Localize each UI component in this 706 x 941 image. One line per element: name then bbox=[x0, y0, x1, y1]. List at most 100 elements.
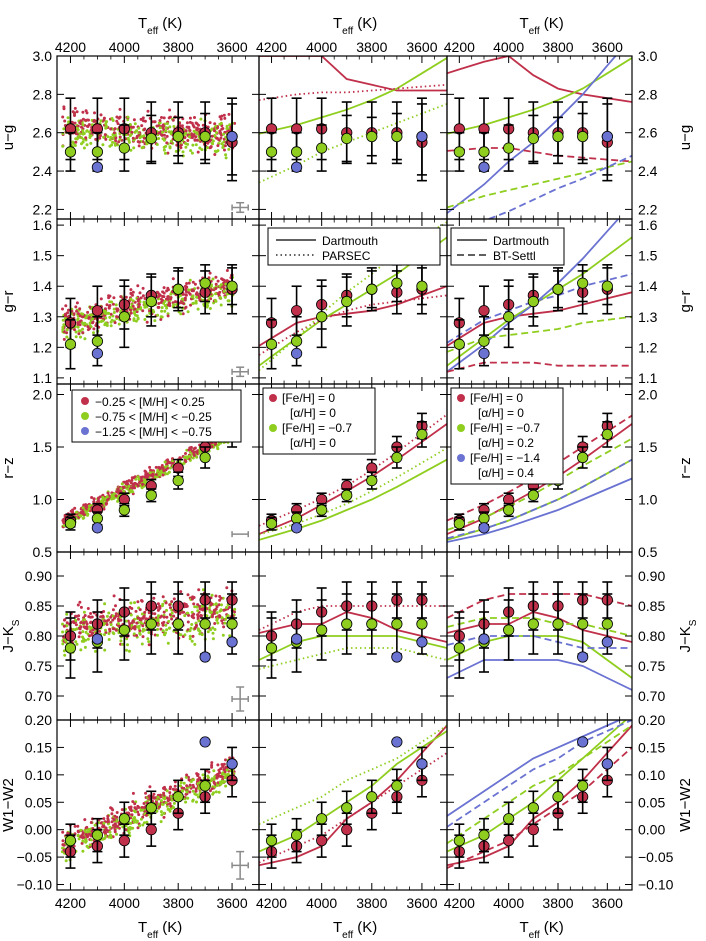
cloud-point bbox=[179, 312, 183, 316]
cloud-point bbox=[206, 146, 209, 150]
cloud-point bbox=[206, 141, 210, 145]
bin-point-mid bbox=[199, 277, 211, 289]
bin-point-poor bbox=[290, 347, 303, 360]
cloud-point bbox=[63, 618, 67, 622]
cloud-point bbox=[198, 146, 202, 150]
cloud-point bbox=[88, 130, 91, 134]
cloud-point bbox=[98, 134, 102, 138]
cloud-point bbox=[137, 813, 141, 817]
cloud-point bbox=[66, 311, 69, 315]
cloud-point bbox=[65, 328, 69, 332]
bin-point-mid bbox=[366, 618, 378, 630]
x-tick-label-top: 3800 bbox=[163, 39, 194, 55]
cloud-point bbox=[156, 633, 159, 637]
x-axis-label-unit: (K) bbox=[158, 919, 182, 936]
cloud-point bbox=[162, 286, 166, 290]
cloud-point bbox=[102, 135, 106, 139]
cloud-point bbox=[122, 486, 126, 489]
cloud-point bbox=[214, 275, 218, 279]
cloud-point bbox=[181, 312, 185, 316]
cloud-point bbox=[213, 129, 216, 133]
cloud-point bbox=[184, 142, 188, 145]
bin-point-mid bbox=[552, 618, 564, 630]
cloud-point bbox=[141, 635, 145, 639]
cloud-point bbox=[129, 148, 133, 152]
cloud-point bbox=[172, 614, 176, 618]
cloud-point bbox=[82, 610, 86, 614]
x-axis-label-unit: (K) bbox=[353, 919, 377, 936]
cloud-point bbox=[131, 136, 135, 140]
cloud-point bbox=[101, 615, 105, 619]
bin-point-mid bbox=[478, 512, 490, 525]
cloud-point bbox=[155, 143, 159, 146]
cloud-point bbox=[179, 590, 183, 594]
cloud-point bbox=[137, 305, 140, 309]
cloud-point bbox=[162, 301, 166, 305]
cloud-point bbox=[209, 145, 213, 149]
cloud-point bbox=[160, 604, 164, 608]
cloud-point bbox=[136, 484, 140, 487]
cloud-point bbox=[222, 113, 226, 117]
cloud-point bbox=[133, 311, 136, 315]
cloud-point bbox=[145, 142, 149, 146]
cloud-point bbox=[92, 497, 96, 501]
cloud-point bbox=[80, 136, 84, 140]
bin-point-mid bbox=[453, 146, 465, 158]
cloud-point bbox=[103, 309, 107, 313]
cloud-point bbox=[158, 467, 162, 471]
cloud-point bbox=[84, 839, 88, 843]
cloud-point bbox=[61, 642, 65, 646]
cloud-point bbox=[219, 117, 223, 121]
cloud-point bbox=[218, 295, 222, 299]
cloud-point bbox=[196, 613, 200, 617]
cloud-point bbox=[222, 289, 226, 293]
y-axis-label: g−r bbox=[0, 290, 17, 312]
y-tick-label: 2.8 bbox=[33, 86, 53, 102]
cloud-point bbox=[107, 306, 111, 310]
cloud-point bbox=[93, 823, 97, 827]
cloud-point bbox=[218, 614, 221, 618]
cloud-point bbox=[92, 331, 95, 335]
cloud-point bbox=[129, 288, 133, 292]
cloud-point bbox=[116, 622, 120, 625]
cloud-point bbox=[139, 475, 143, 479]
cloud-point bbox=[223, 144, 227, 148]
cloud-point bbox=[165, 134, 169, 138]
cloud-point bbox=[130, 809, 133, 813]
x-tick-label-bottom: 3600 bbox=[406, 895, 437, 911]
cloud-point bbox=[210, 763, 214, 767]
bin-point-mid bbox=[527, 489, 539, 501]
cloud-point bbox=[208, 271, 212, 275]
cloud-point bbox=[78, 323, 82, 327]
cloud-point bbox=[210, 777, 214, 781]
cloud-point bbox=[107, 632, 111, 635]
cloud-point bbox=[104, 834, 108, 838]
cloud-point bbox=[144, 475, 147, 479]
cloud-point bbox=[193, 627, 197, 630]
y-tick-label: 0.90 bbox=[25, 568, 52, 584]
cloud-point bbox=[89, 821, 93, 824]
cloud-point bbox=[76, 325, 80, 329]
bin-point-mid bbox=[527, 132, 539, 145]
cloud-point bbox=[194, 789, 198, 793]
cloud-point bbox=[199, 614, 202, 618]
cloud-point bbox=[213, 122, 217, 126]
bin-point-mid bbox=[265, 518, 278, 530]
cloud-point bbox=[78, 320, 82, 323]
cloud-point bbox=[179, 784, 182, 788]
cloud-point bbox=[79, 621, 83, 625]
y-tick-label: 1.3 bbox=[638, 309, 658, 325]
cloud-point bbox=[167, 116, 171, 120]
cloud-point bbox=[220, 277, 224, 281]
cloud-point bbox=[162, 116, 166, 120]
cloud-point bbox=[74, 305, 78, 309]
cloud-point bbox=[218, 131, 222, 135]
cloud-point bbox=[165, 462, 169, 466]
cloud-point bbox=[195, 793, 198, 797]
cloud-point bbox=[115, 119, 119, 123]
cloud-point bbox=[196, 627, 200, 631]
bin-point-mid bbox=[577, 451, 589, 464]
bin-point-poor bbox=[478, 633, 490, 645]
y-axis-label-right: g−r bbox=[677, 290, 694, 312]
cloud-point bbox=[118, 135, 122, 139]
